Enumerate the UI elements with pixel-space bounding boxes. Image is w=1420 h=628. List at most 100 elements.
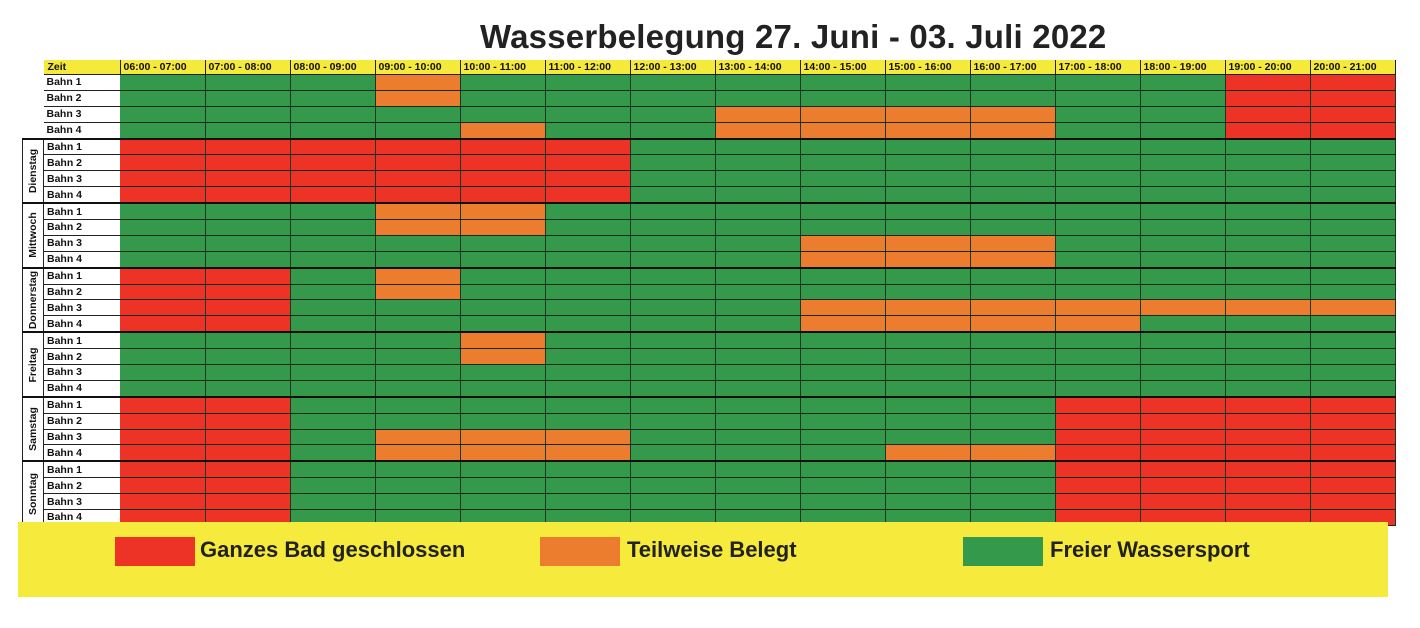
- slot-closed: [1055, 444, 1141, 462]
- slot-free: [545, 299, 631, 317]
- slot-partial: [460, 444, 546, 462]
- lane-row: Donnerstag Bahn 1: [22, 266, 1396, 333]
- slot-free: [120, 74, 206, 91]
- slot-free: [715, 202, 801, 221]
- slot-free: [1225, 202, 1311, 221]
- slot-closed: [120, 395, 206, 414]
- lane-label: Bahn 3: [43, 170, 120, 188]
- slot-free: [800, 170, 886, 188]
- slot-free: [630, 315, 716, 333]
- slot-partial: [970, 315, 1056, 333]
- lane-row: Bahn 3: [23, 429, 1396, 446]
- slot-free: [205, 219, 291, 236]
- lane-row: Bahn 2: [23, 154, 1396, 172]
- lane-row: Bahn 2: [23, 219, 1396, 236]
- lane-label: Bahn 4: [43, 509, 120, 526]
- time-header: 20:00 - 21:00: [1310, 60, 1396, 75]
- slot-closed: [205, 460, 291, 479]
- slot-closed: [1225, 395, 1311, 414]
- time-header: 10:00 - 11:00: [460, 60, 546, 75]
- slot-free: [715, 235, 801, 252]
- slot-free: [1310, 315, 1396, 333]
- slot-free: [290, 395, 376, 414]
- slot-partial: [970, 106, 1056, 123]
- lane-row: Dienstag Bahn 1: [22, 137, 1396, 204]
- slot-free: [1055, 90, 1141, 107]
- slot-free: [630, 122, 716, 140]
- slot-free: [205, 251, 291, 269]
- slot-free: [460, 413, 546, 430]
- slot-free: [885, 137, 971, 156]
- slot-free: [460, 493, 546, 511]
- slot-free: [290, 460, 376, 479]
- slot-free: [290, 74, 376, 91]
- slot-free: [715, 74, 801, 91]
- slot-free: [715, 429, 801, 446]
- slot-free: [290, 202, 376, 221]
- slot-free: [545, 122, 631, 140]
- lane-label: Bahn 2: [43, 90, 120, 107]
- slot-closed: [1055, 477, 1141, 495]
- slot-free: [205, 74, 291, 91]
- slot-free: [1140, 74, 1226, 91]
- slot-free: [715, 348, 801, 366]
- slot-free: [715, 509, 801, 526]
- slot-closed: [1055, 509, 1141, 526]
- lane-label: Bahn 2: [43, 477, 120, 495]
- slot-free: [800, 460, 886, 479]
- lane-label: Bahn 4: [43, 315, 120, 333]
- slot-free: [460, 380, 546, 398]
- slot-closed: [1310, 444, 1396, 462]
- slot-closed: [205, 429, 291, 446]
- slot-free: [1055, 74, 1141, 91]
- slot-free: [800, 348, 886, 366]
- slot-free: [715, 493, 801, 511]
- lane-row: Bahn 3: [23, 106, 1396, 123]
- slot-free: [970, 202, 1056, 221]
- slot-closed: [1310, 74, 1396, 91]
- slot-free: [460, 460, 546, 479]
- corner-blank: [22, 60, 44, 75]
- slot-free: [1225, 348, 1311, 366]
- slot-closed: [545, 186, 631, 204]
- slot-partial: [885, 106, 971, 123]
- slot-partial: [375, 202, 461, 221]
- slot-free: [205, 364, 291, 381]
- slot-partial: [1055, 299, 1141, 317]
- slot-free: [800, 154, 886, 172]
- slot-closed: [205, 315, 291, 333]
- slot-free: [1140, 202, 1226, 221]
- slot-free: [970, 413, 1056, 430]
- slot-free: [460, 74, 546, 91]
- slot-free: [970, 348, 1056, 366]
- slot-free: [290, 413, 376, 430]
- slot-free: [1310, 364, 1396, 381]
- slot-closed: [1225, 413, 1311, 430]
- slot-free: [800, 429, 886, 446]
- slot-free: [630, 137, 716, 156]
- day-label: Sonntag: [27, 472, 39, 515]
- slot-closed: [205, 284, 291, 301]
- slot-closed: [120, 460, 206, 479]
- slot-closed: [120, 429, 206, 446]
- lane-row: Sonntag Bahn 1: [22, 460, 1396, 526]
- slot-free: [460, 395, 546, 414]
- slot-free: [545, 395, 631, 414]
- slot-free: [715, 170, 801, 188]
- slot-partial: [885, 122, 971, 140]
- slot-closed: [120, 137, 206, 156]
- slot-free: [290, 509, 376, 526]
- slot-closed: [205, 299, 291, 317]
- slot-free: [800, 186, 886, 204]
- slot-free: [715, 219, 801, 236]
- slot-free: [1225, 154, 1311, 172]
- lane-row: Samstag Bahn 1: [22, 395, 1396, 462]
- slot-free: [800, 284, 886, 301]
- slot-free: [120, 348, 206, 366]
- slot-closed: [1055, 395, 1141, 414]
- lane-row: Bahn 3: [23, 170, 1396, 188]
- slot-free: [375, 413, 461, 430]
- slot-closed: [290, 170, 376, 188]
- lane-row: Bahn 3: [23, 493, 1396, 511]
- slot-closed: [205, 137, 291, 156]
